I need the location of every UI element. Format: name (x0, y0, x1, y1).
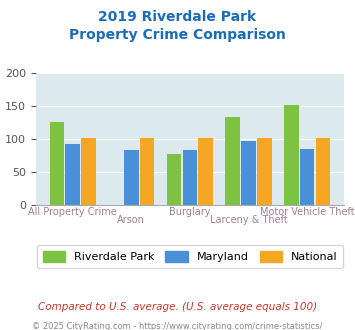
Bar (198, 138, 213, 205)
Bar (300, 148, 315, 205)
Bar (124, 150, 139, 205)
Bar (81, 138, 96, 205)
Bar (140, 138, 154, 205)
Bar (65, 144, 80, 205)
Bar (316, 138, 330, 205)
Bar (50, 122, 64, 205)
Bar (241, 141, 256, 205)
Bar (284, 105, 299, 205)
Bar (225, 117, 240, 205)
Text: Compared to U.S. average. (U.S. average equals 100): Compared to U.S. average. (U.S. average … (38, 302, 317, 312)
Bar (257, 138, 272, 205)
Text: 2019 Riverdale Park
Property Crime Comparison: 2019 Riverdale Park Property Crime Compa… (69, 10, 286, 42)
Text: © 2025 CityRating.com - https://www.cityrating.com/crime-statistics/: © 2025 CityRating.com - https://www.city… (32, 322, 323, 330)
Bar (167, 154, 181, 205)
Bar (182, 150, 197, 205)
Legend: Riverdale Park, Maryland, National: Riverdale Park, Maryland, National (37, 245, 343, 268)
